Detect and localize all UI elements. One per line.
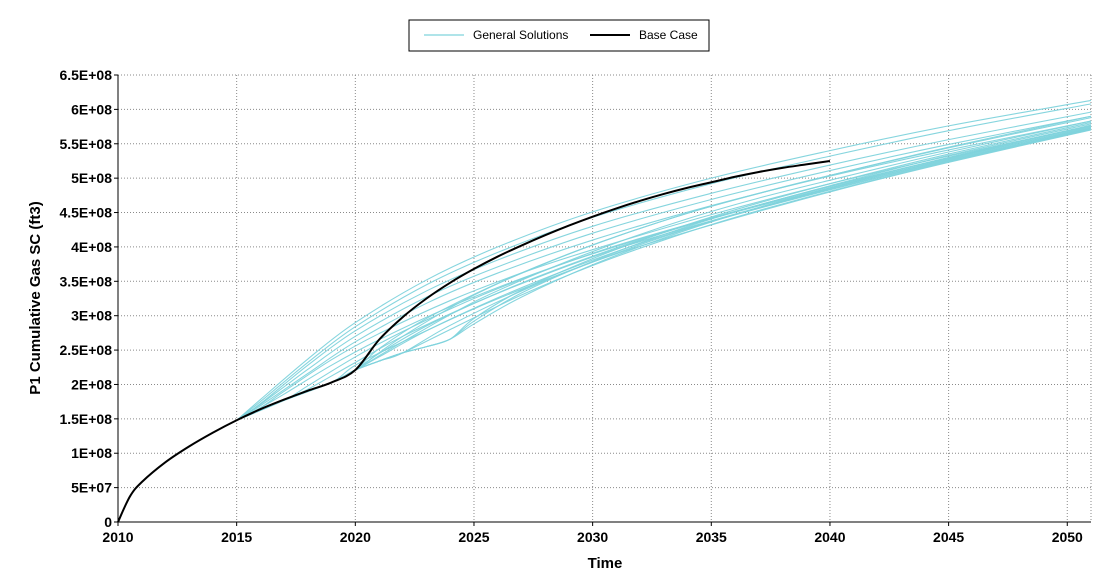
general-solution-line — [236, 111, 1092, 421]
general-solution-line — [236, 120, 1092, 421]
y-tick-label: 3E+08 — [71, 308, 112, 324]
y-tick-label: 4.5E+08 — [59, 205, 112, 221]
legend-label-general-solutions: General Solutions — [473, 28, 568, 42]
general-solution-line — [236, 99, 1092, 421]
y-axis-title: P1 Cumulative Gas SC (ft3) — [27, 201, 44, 394]
x-tick-label: 2040 — [814, 529, 845, 545]
x-tick-label: 2025 — [458, 529, 489, 545]
x-tick-labels: 2010 2015 2020 2025 2030 2035 2040 2045 2050 — [102, 522, 1083, 545]
general-solution-line — [236, 125, 1092, 421]
y-tick-labels: 0 5E+07 1E+08 1.5E+08 2E+08 2.5E+08 3E+08 3.5E+… — [59, 67, 118, 530]
legend: General Solutions Base Case — [408, 19, 710, 52]
y-tick-label: 6E+08 — [71, 101, 112, 117]
y-tick-label: 5E+07 — [71, 480, 112, 496]
base-case-line — [117, 159, 831, 523]
y-tick-label: 5.5E+08 — [59, 136, 112, 152]
general-solution-line — [236, 128, 1092, 421]
legend-label-base-case: Base Case — [639, 28, 698, 42]
general-solution-line — [236, 128, 1092, 421]
general-solution-line — [236, 129, 1092, 421]
y-tick-label: 2.5E+08 — [59, 342, 112, 358]
axes — [117, 75, 1091, 523]
y-tick-label: 1.5E+08 — [59, 411, 112, 427]
general-solution-line — [236, 124, 1092, 421]
y-tick-label: 1E+08 — [71, 445, 112, 461]
y-tick-label: 6.5E+08 — [59, 67, 112, 83]
general-solution-line — [236, 126, 1092, 421]
y-tick-label: 0 — [104, 514, 112, 530]
y-tick-label: 4E+08 — [71, 239, 112, 255]
x-tick-label: 2015 — [221, 529, 252, 545]
general-solution-line — [236, 121, 1092, 421]
x-tick-label: 2045 — [933, 529, 964, 545]
general-solution-line — [236, 126, 1092, 421]
x-tick-label: 2030 — [577, 529, 608, 545]
general-solution-line — [236, 120, 1092, 421]
general-solution-line — [236, 115, 1092, 421]
series-layer — [117, 99, 1092, 523]
y-tick-label: 2E+08 — [71, 376, 112, 392]
y-tick-label: 3.5E+08 — [59, 273, 112, 289]
general-solution-line — [236, 117, 1092, 421]
general-solution-line — [236, 123, 1092, 421]
grid-lines — [118, 74, 1092, 522]
general-solution-line — [236, 128, 1092, 421]
x-axis-title: Time — [588, 555, 623, 571]
x-tick-label: 2035 — [696, 529, 727, 545]
general-solution-line — [236, 128, 1092, 421]
y-tick-label: 5E+08 — [71, 170, 112, 186]
x-tick-label: 2010 — [102, 529, 133, 545]
general-solution-line — [236, 127, 1092, 421]
general-solution-line — [236, 115, 1092, 421]
x-tick-label: 2050 — [1052, 529, 1083, 545]
x-tick-label: 2020 — [340, 529, 371, 545]
